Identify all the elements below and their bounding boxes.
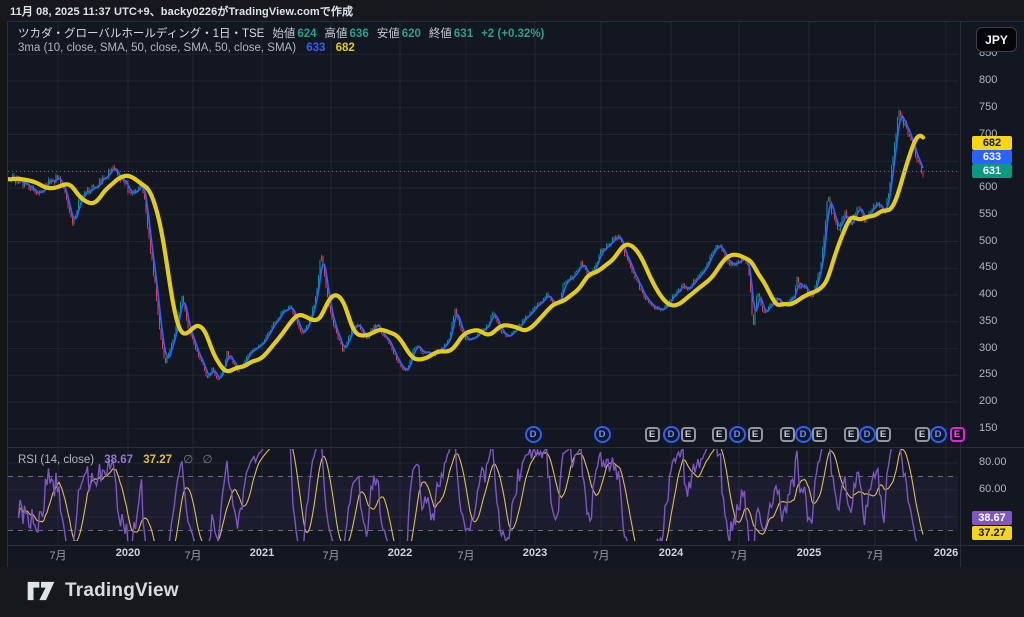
ma-legend[interactable]: 3ma (10, close, SMA, 50, close, SMA, 50,… [18,42,355,54]
footer-bar [0,567,1024,617]
left-gutter [0,21,8,567]
ma-slow-value: 682 [335,42,355,54]
open-value: 624 [297,28,317,40]
rsi-tick-label: 80.00 [979,456,1007,468]
price-tick-label: 150 [979,421,998,434]
rsi-ma-badge: 37.27 [972,526,1012,540]
rsi-tick-label: 60.00 [979,483,1007,495]
earnings-badge[interactable]: E [747,427,763,442]
dividend-badge[interactable]: D [794,426,812,443]
price-tick-label: 500 [979,234,998,247]
creation-note: 11月 08, 2025 11:37 UTC+9、backy0226がTradi… [10,6,354,18]
symbol-title: ツカダ・グローバルホールディング・1日・TSE [18,28,265,40]
rsi-value-badge: 38.67 [972,511,1012,525]
earnings-badge[interactable]: E [843,427,859,442]
earnings-badge[interactable]: E [711,427,727,442]
price-tick-label: 300 [979,341,998,354]
time-tick-label: 2020 [115,547,141,559]
dividend-badge[interactable]: D [929,426,947,443]
price-axis[interactable] [960,21,1024,567]
time-tick-label: 2024 [658,547,684,559]
dividend-badge[interactable]: D [728,426,746,443]
time-tick-label: 7月 [184,550,202,562]
time-tick-label: 7月 [322,550,340,562]
close-value: 631 [453,28,474,40]
time-tick-label: 2022 [387,547,413,559]
dividend-badge[interactable]: D [858,426,876,443]
rsi-value: 38.67 [104,454,134,466]
creation-bar: 11月 08, 2025 11:37 UTC+9、backy0226がTradi… [0,0,1024,21]
earnings-badge[interactable]: E [680,427,696,442]
earnings-upcoming-badge[interactable]: E [949,427,965,442]
earnings-badge[interactable]: E [875,427,891,442]
rsi-legend[interactable]: RSI (14, close) 38.67 37.27 ∅ ∅ [18,452,213,466]
earnings-badge[interactable]: E [644,427,660,442]
low-value: 620 [401,28,421,40]
price-tick-label: 200 [979,395,998,407]
high-label: 高値 [324,28,348,40]
earnings-badge[interactable]: E [914,427,930,442]
price-tick-label: 250 [979,368,998,381]
rsi-settings-label: RSI (14, close) [18,454,95,466]
price-tick-label: 350 [979,314,998,327]
price-tick-label: 800 [979,74,998,86]
time-tick-label: 2025 [796,547,822,559]
tradingview-logo-icon [27,581,55,601]
rsi-empty-icon-1: ∅ [183,454,194,466]
pane-divider[interactable] [7,447,1024,448]
top-divider [0,21,1024,22]
price-tick-label: 450 [979,261,998,274]
price-tick-label: 400 [979,288,998,300]
low-label: 安値 [376,28,400,40]
rsi-empty-icon-2: ∅ [202,454,213,466]
earnings-badge[interactable]: E [779,427,795,442]
price-tick-label: 550 [979,207,998,220]
price-tick-label: 750 [979,100,998,113]
time-tick-label: 7月 [457,550,475,562]
dividend-badge[interactable]: D [662,426,680,443]
time-tick-label: 7月 [592,550,610,562]
time-tick-label: 7月 [49,550,67,562]
currency-button[interactable]: JPY [976,27,1017,52]
tradingview-logo[interactable]: TradingView [26,578,179,604]
high-value: 636 [349,28,369,40]
open-label: 始値 [272,28,296,40]
time-tick-label: 7月 [730,550,748,562]
tradingview-logo-text: TradingView [65,580,179,601]
time-tick-label: 7月 [866,550,884,562]
time-axis-divider [7,545,1024,546]
time-tick-label: 2023 [522,547,548,559]
symbol-legend[interactable]: ツカダ・グローバルホールディング・1日・TSE 始値 624 高値 636 安値 620 終値… [18,25,544,41]
time-tick-label: 2026 [933,547,959,559]
time-tick-label: 2021 [249,547,275,559]
last-price-badge: 631 [972,164,1012,178]
ma-settings-label: 3ma (10, close, SMA, 50, close, SMA, 50,… [18,42,297,54]
change-value: +2 (+0.32%) [481,28,545,40]
sma-slow-badge: 682 [972,136,1012,150]
sma-fast-badge: 633 [972,150,1012,164]
dividend-badge[interactable]: D [593,426,611,443]
rsi-ma-value: 37.27 [143,454,173,466]
earnings-badge[interactable]: E [811,427,827,442]
dividend-badge[interactable]: D [524,426,542,443]
close-label: 終値 [428,28,452,40]
ma-fast-value: 633 [306,42,326,54]
price-tick-label: 600 [979,181,998,193]
